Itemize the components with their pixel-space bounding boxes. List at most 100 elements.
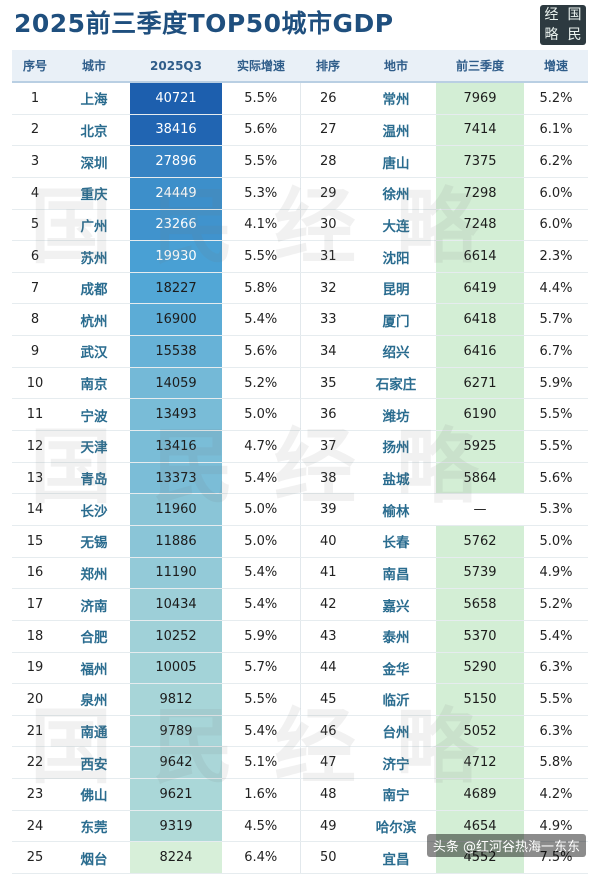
rank-cell: 46 (299, 715, 356, 748)
city-cell: 盐城 (356, 462, 436, 495)
header-city: 城市 (58, 50, 130, 83)
seal-char: 略 (544, 27, 559, 43)
gdp-cell: 18227 (130, 272, 222, 305)
growth-cell: 5.8% (222, 272, 300, 305)
growth-cell: 5.5% (524, 430, 588, 463)
city-cell: 宁波 (58, 398, 130, 432)
gdp-cell: 4654 (436, 810, 524, 843)
growth-cell: 5.6% (222, 114, 300, 147)
table-row: 24 东莞 9319 4.5% 49 哈尔滨 4654 4.9% (12, 810, 588, 843)
rank-cell: 37 (299, 430, 356, 463)
growth-cell: 6.3% (524, 652, 588, 685)
growth-cell: 6.3% (524, 715, 588, 748)
table-row: 23 佛山 9621 1.6% 48 南宁 4689 4.2% (12, 778, 588, 811)
growth-cell: 6.0% (524, 209, 588, 242)
growth-cell: 5.2% (524, 82, 588, 115)
city-cell: 厦门 (356, 303, 436, 337)
city-cell: 徐州 (356, 177, 436, 210)
rank-cell: 24 (12, 810, 58, 843)
city-cell: 温州 (356, 114, 436, 147)
gdp-cell: 13493 (130, 398, 222, 432)
gdp-table-wrapper: 序号 城市 2025Q3 实际增速 排序 地市 前三季度 增速 1 上海 40721… (12, 50, 588, 874)
gdp-cell: 11960 (130, 493, 222, 526)
gdp-cell: 19930 (130, 240, 222, 273)
gdp-cell: 5370 (436, 620, 524, 653)
gdp-cell: 5864 (436, 462, 524, 495)
table-row: 2 北京 38416 5.6% 27 温州 7414 6.1% (12, 114, 588, 147)
header-rank: 序号 (12, 50, 58, 83)
table-row: 9 武汉 15538 5.6% 34 绍兴 6416 6.7% (12, 335, 588, 368)
rank-cell: 27 (299, 114, 356, 147)
city-cell: 大连 (356, 209, 436, 242)
city-cell: 济南 (58, 588, 130, 621)
rank-cell: 30 (299, 209, 356, 242)
table-row: 19 福州 10005 5.7% 44 金华 5290 6.3% (12, 652, 588, 685)
growth-cell: 5.6% (524, 462, 588, 495)
rank-cell: 7 (12, 272, 58, 305)
city-cell: 杭州 (58, 303, 130, 337)
rank-cell: 26 (299, 82, 356, 115)
table-row: 18 合肥 10252 5.9% 43 泰州 5370 5.4% (12, 620, 588, 653)
gdp-cell: 6271 (436, 367, 524, 400)
rank-cell: 4 (12, 177, 58, 210)
city-cell: 佛山 (58, 778, 130, 811)
table-row: 4 重庆 24449 5.3% 29 徐州 7298 6.0% (12, 177, 588, 210)
rank-cell: 20 (12, 683, 58, 716)
growth-cell: 5.4% (524, 620, 588, 653)
table-row: 6 苏州 19930 5.5% 31 沈阳 6614 2.3% (12, 240, 588, 273)
growth-cell: 5.6% (222, 335, 300, 368)
city-cell: 烟台 (58, 841, 130, 874)
growth-cell: 5.0% (524, 525, 588, 558)
city-cell: 台州 (356, 715, 436, 748)
city-cell: 天津 (58, 430, 130, 463)
city-cell: 南昌 (356, 557, 436, 590)
gdp-table: 序号 城市 2025Q3 实际增速 排序 地市 前三季度 增速 1 上海 40721… (12, 50, 588, 874)
gdp-cell: 5658 (436, 588, 524, 621)
city-cell: 合肥 (58, 620, 130, 653)
gdp-cell: 23266 (130, 209, 222, 242)
city-cell: 武汉 (58, 335, 130, 368)
growth-cell: 2.3% (524, 240, 588, 273)
gdp-cell: 6416 (436, 335, 524, 368)
header-gdp: 2025Q3 (130, 50, 222, 83)
gdp-cell: 13416 (130, 430, 222, 463)
city-cell: 南宁 (356, 778, 436, 811)
growth-cell: 4.5% (222, 810, 300, 843)
rank-cell: 23 (12, 778, 58, 811)
rank-cell: 45 (299, 683, 356, 716)
gdp-cell: 4689 (436, 778, 524, 811)
seal-logo: 经 国 略 民 (540, 5, 586, 45)
table-row: 1 上海 40721 5.5% 26 常州 7969 5.2% (12, 82, 588, 115)
growth-cell: 4.9% (524, 810, 588, 843)
header-rank2: 排序 (300, 50, 356, 83)
rank-cell: 10 (12, 367, 58, 400)
gdp-cell: 9789 (130, 715, 222, 748)
page-title: 2025前三季度TOP50城市GDP (14, 9, 394, 38)
growth-cell: 5.4% (222, 588, 300, 621)
table-row: 16 郑州 11190 5.4% 41 南昌 5739 4.9% (12, 557, 588, 590)
growth-cell: 5.5% (222, 145, 300, 178)
gdp-cell: 10252 (130, 620, 222, 653)
growth-cell: 5.4% (222, 715, 300, 748)
table-row: 17 济南 10434 5.4% 42 嘉兴 5658 5.2% (12, 588, 588, 621)
rank-cell: 15 (12, 525, 58, 558)
city-cell: 上海 (58, 82, 130, 115)
city-cell: 西安 (58, 746, 130, 780)
city-cell: 宜昌 (356, 841, 436, 874)
gdp-cell: 7375 (436, 145, 524, 178)
city-cell: 广州 (58, 209, 130, 242)
city-cell: 苏州 (58, 240, 130, 273)
rank-cell: 44 (299, 652, 356, 685)
city-cell: 金华 (356, 652, 436, 685)
growth-cell: 4.7% (222, 430, 300, 463)
city-cell: 深圳 (58, 145, 130, 178)
rank-cell: 35 (299, 367, 356, 400)
city-cell: 福州 (58, 652, 130, 685)
city-cell: 南通 (58, 715, 130, 748)
gdp-cell: 10434 (130, 588, 222, 621)
growth-cell: 5.7% (524, 303, 588, 337)
rank-cell: 47 (299, 746, 356, 780)
gdp-cell: 14059 (130, 367, 222, 400)
growth-cell: 5.0% (222, 525, 300, 558)
gdp-cell: 7298 (436, 177, 524, 210)
